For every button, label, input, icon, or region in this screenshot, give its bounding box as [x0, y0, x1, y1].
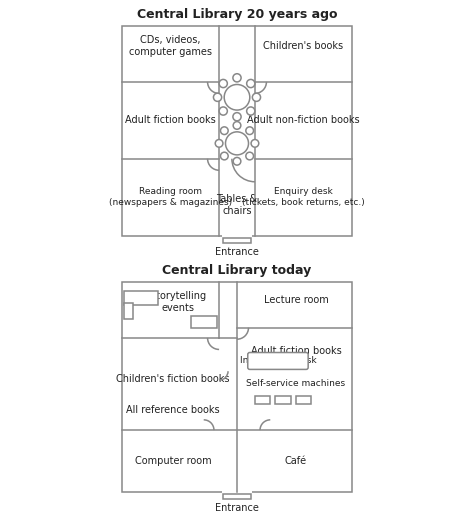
Text: Central Library 20 years ago: Central Library 20 years ago [137, 8, 337, 20]
Bar [122, 282, 352, 492]
Bar [255, 395, 270, 404]
Circle shape [233, 113, 241, 121]
Circle shape [219, 79, 228, 88]
Text: Entrance: Entrance [215, 247, 259, 257]
Circle shape [220, 152, 228, 160]
Text: All reference books: All reference books [126, 404, 220, 415]
Text: Sofa: Sofa [194, 317, 213, 327]
Text: Storytelling
events: Storytelling events [150, 291, 206, 313]
Text: CDs, videos,
computer games: CDs, videos, computer games [129, 35, 212, 57]
Text: Reading room
(newspapers & magazines): Reading room (newspapers & magazines) [109, 187, 232, 207]
Circle shape [213, 93, 222, 101]
FancyBboxPatch shape [124, 291, 158, 305]
Text: Information desk: Information desk [240, 356, 316, 366]
FancyBboxPatch shape [248, 352, 308, 370]
Text: Central Library today: Central Library today [163, 264, 311, 276]
Circle shape [252, 93, 261, 101]
Text: Computer room: Computer room [135, 456, 211, 466]
Circle shape [233, 158, 241, 165]
Bar [222, 489, 252, 493]
Circle shape [224, 84, 250, 110]
Circle shape [246, 152, 254, 160]
Circle shape [246, 107, 255, 115]
Circle shape [215, 140, 223, 147]
Bar [296, 395, 311, 404]
Text: Tables &
chairs: Tables & chairs [217, 194, 257, 216]
Circle shape [226, 132, 248, 155]
Bar [223, 494, 251, 499]
Bar [223, 238, 251, 243]
Bar [124, 303, 133, 318]
Text: Children's books: Children's books [264, 41, 344, 51]
Bar [122, 26, 352, 236]
Circle shape [233, 74, 241, 82]
Circle shape [251, 140, 259, 147]
Text: Enquiry desk
(tickets, book returns, etc.): Enquiry desk (tickets, book returns, etc… [242, 187, 365, 207]
Text: Adult fiction books: Adult fiction books [250, 346, 341, 356]
Text: Café: Café [285, 456, 307, 466]
Text: Adult non-fiction books: Adult non-fiction books [247, 115, 360, 125]
Text: Adult fiction books: Adult fiction books [125, 115, 216, 125]
Text: Entrance: Entrance [215, 503, 259, 512]
Bar [222, 233, 252, 237]
Text: Children's fiction books: Children's fiction books [116, 374, 230, 384]
Bar [275, 395, 291, 404]
Text: Sofa: Sofa [132, 293, 150, 302]
Text: Lecture room: Lecture room [264, 294, 328, 305]
Circle shape [246, 79, 255, 88]
Text: Self-service machines: Self-service machines [246, 379, 346, 389]
Circle shape [219, 107, 228, 115]
Circle shape [246, 127, 254, 135]
Circle shape [233, 122, 241, 129]
Circle shape [220, 127, 228, 135]
FancyBboxPatch shape [191, 316, 217, 328]
